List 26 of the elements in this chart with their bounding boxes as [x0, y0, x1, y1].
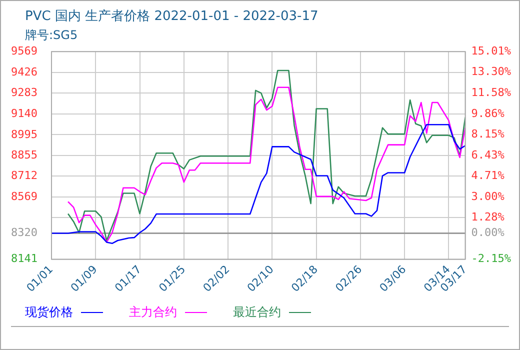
y-tick-label: 8995 [10, 128, 38, 141]
y2-tick-label: 11.58% [471, 86, 512, 99]
y-tick-label: 8141 [10, 252, 38, 266]
y-tick-label: 9569 [10, 44, 38, 58]
y2-tick-label: 13.30% [471, 65, 512, 78]
y2-tick-label: -2.15% [471, 252, 512, 266]
legend-label: 现货价格 [25, 305, 73, 319]
y2-tick-label: 15.01% [471, 44, 512, 58]
y-tick-label: 9140 [10, 106, 38, 120]
chart-subtitle: 牌号:SG5 [25, 27, 78, 44]
y2-tick-label: 0.00% [471, 226, 505, 240]
chart-title: PVC 国内 生产者价格 2022-01-01 - 2022-03-17 [25, 8, 318, 25]
y2-tick-label: 8.15% [471, 127, 505, 140]
legend-label: 主力合约 [129, 305, 177, 319]
y-tick-label: 8712 [10, 169, 38, 182]
y2-tick-label: 4.71% [471, 169, 505, 182]
y2-tick-label: 6.43% [471, 148, 505, 162]
y-tick-label: 8855 [10, 148, 38, 162]
y-tick-label: 8320 [10, 226, 38, 240]
y-tick-label: 9283 [10, 86, 38, 100]
y-tick-label: 9426 [10, 65, 38, 78]
y2-tick-label: 1.28% [471, 210, 505, 224]
legend-label: 最近合约 [233, 305, 281, 319]
y-tick-label: 8569 [10, 190, 38, 203]
y2-tick-label: 3.00% [471, 190, 505, 203]
y2-tick-label: 9.86% [471, 106, 505, 120]
